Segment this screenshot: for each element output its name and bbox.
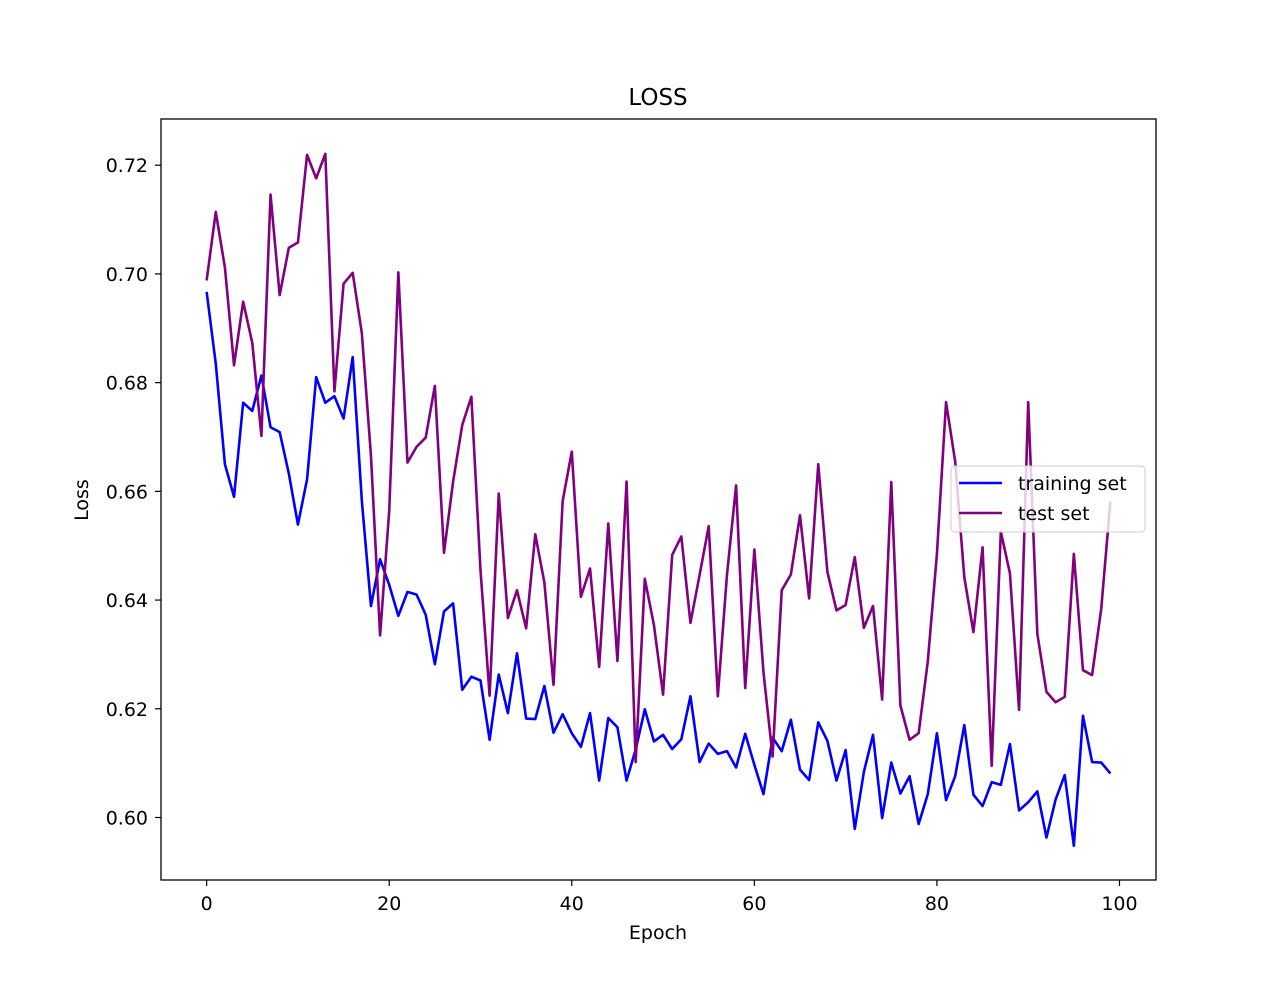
x-tick-label: 80 (925, 893, 949, 915)
y-tick-label: 0.60 (106, 807, 148, 829)
x-tick-label: 100 (1101, 893, 1137, 915)
y-tick-label: 0.62 (106, 699, 148, 721)
plot-area-frame (160, 118, 1157, 881)
y-tick-label: 0.68 (106, 373, 148, 395)
legend-label-training-set: training set (1018, 473, 1127, 495)
y-axis: 0.60 0.62 0.64 0.66 0.68 0.70 0.72 (106, 155, 161, 829)
y-axis-label: Loss (71, 479, 93, 521)
x-tick-label: 0 (201, 893, 213, 915)
chart-title: LOSS (628, 85, 687, 111)
x-tick-label: 40 (560, 893, 584, 915)
x-tick-label: 20 (377, 893, 401, 915)
y-tick-label: 0.64 (106, 590, 148, 612)
x-axis-label: Epoch (629, 922, 687, 944)
legend: training set test set (950, 465, 1146, 533)
y-tick-label: 0.66 (106, 481, 148, 503)
legend-label-test-set: test set (1018, 503, 1090, 525)
x-axis: 0 20 40 60 80 100 (201, 880, 1138, 915)
series-line-training-set (205, 291, 1112, 848)
y-tick-label: 0.72 (106, 155, 148, 177)
x-tick-label: 60 (742, 893, 766, 915)
y-tick-label: 0.70 (106, 264, 148, 286)
